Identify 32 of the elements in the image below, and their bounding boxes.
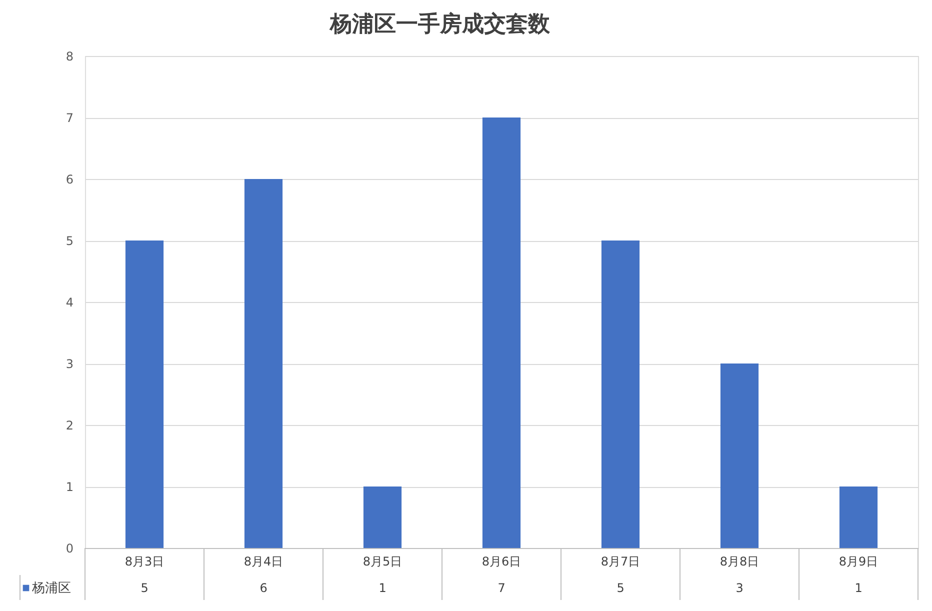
- bar: [363, 486, 402, 548]
- bar: [244, 179, 283, 548]
- y-tick-label: 4: [66, 296, 74, 310]
- x-tick-label: 8月9日: [838, 554, 878, 568]
- y-tick-label: 7: [66, 111, 74, 125]
- bar: [601, 240, 640, 548]
- chart-title: 杨浦区一手房成交套数: [329, 11, 551, 37]
- data-label: 5: [616, 581, 624, 595]
- bar: [125, 240, 164, 548]
- x-tick-label: 8月5日: [362, 554, 402, 568]
- data-label: 3: [736, 581, 744, 595]
- x-tick-label: 8月7日: [600, 554, 640, 568]
- bar: [720, 364, 759, 548]
- y-tick-label: 8: [66, 50, 74, 64]
- y-tick-label: 6: [66, 172, 74, 186]
- data-label: 7: [498, 581, 506, 595]
- y-tick-label: 1: [66, 480, 74, 494]
- y-tick-label: 3: [66, 357, 74, 371]
- x-tick-label: 8月4日: [244, 554, 284, 568]
- bar: [839, 486, 878, 548]
- x-tick-label: 8月3日: [124, 554, 164, 568]
- data-label: 6: [260, 581, 268, 595]
- x-tick-label: 8月8日: [720, 554, 760, 568]
- x-tick-label: 8月6日: [482, 554, 522, 568]
- y-tick-label: 5: [66, 234, 74, 248]
- y-tick-label: 2: [66, 418, 74, 432]
- data-label: 1: [378, 581, 386, 595]
- bar: [482, 118, 521, 548]
- data-label: 1: [854, 581, 862, 595]
- data-label: 5: [140, 581, 148, 595]
- legend-label: 杨浦区: [31, 581, 71, 596]
- y-tick-label: 0: [66, 542, 74, 556]
